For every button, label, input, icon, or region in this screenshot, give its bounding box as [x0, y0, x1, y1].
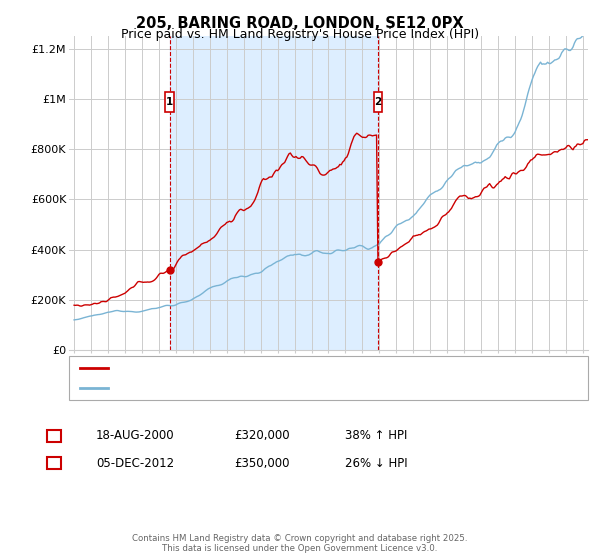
Text: 2: 2	[374, 97, 382, 106]
Text: £320,000: £320,000	[234, 429, 290, 442]
Text: 1: 1	[50, 431, 58, 441]
Text: 18-AUG-2000: 18-AUG-2000	[96, 429, 175, 442]
Text: 26% ↓ HPI: 26% ↓ HPI	[345, 456, 407, 470]
Text: £350,000: £350,000	[234, 456, 290, 470]
Text: HPI: Average price, detached house, Lewisham: HPI: Average price, detached house, Lewi…	[114, 383, 359, 393]
Text: 38% ↑ HPI: 38% ↑ HPI	[345, 429, 407, 442]
Text: 1: 1	[166, 97, 173, 106]
Text: 2: 2	[50, 458, 58, 468]
Text: Price paid vs. HM Land Registry's House Price Index (HPI): Price paid vs. HM Land Registry's House …	[121, 28, 479, 41]
Text: 205, BARING ROAD, LONDON, SE12 0PX: 205, BARING ROAD, LONDON, SE12 0PX	[136, 16, 464, 31]
FancyBboxPatch shape	[374, 92, 382, 111]
Text: 205, BARING ROAD, LONDON, SE12 0PX (detached house): 205, BARING ROAD, LONDON, SE12 0PX (deta…	[114, 363, 417, 373]
Text: Contains HM Land Registry data © Crown copyright and database right 2025.
This d: Contains HM Land Registry data © Crown c…	[132, 534, 468, 553]
Bar	[170, 36, 378, 350]
FancyBboxPatch shape	[166, 92, 174, 111]
Text: 05-DEC-2012: 05-DEC-2012	[96, 456, 174, 470]
